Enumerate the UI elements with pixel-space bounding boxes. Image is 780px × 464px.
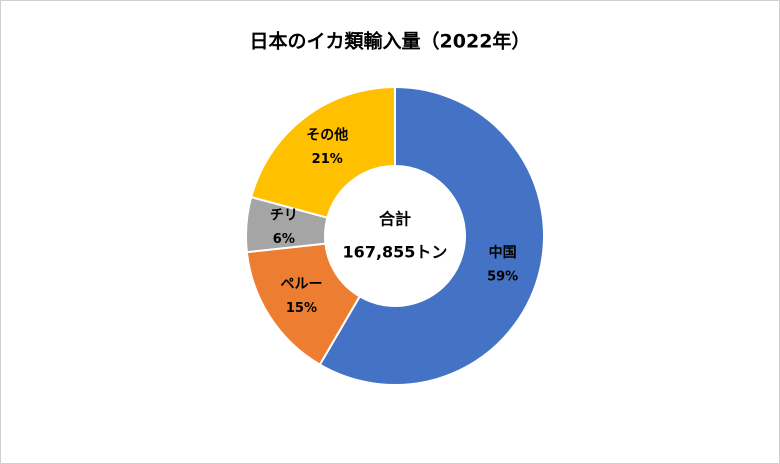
chart-title: 日本のイカ類輸入量（2022年） [250, 30, 531, 53]
slice-value-label: 15% [286, 301, 317, 316]
slice-value-label: 21% [312, 152, 343, 167]
donut-slice [249, 85, 396, 219]
slice-category-label: 中国 [489, 244, 517, 261]
slice-value-label: 59% [487, 270, 518, 285]
slice-category-label: チリ [270, 207, 298, 223]
slice-value-label: 6% [273, 232, 295, 247]
slice-category-label: ペルー [280, 277, 322, 293]
donut-slice [318, 85, 545, 386]
center-value: 167,855トン [343, 243, 448, 262]
center-label: 合計 [379, 210, 411, 229]
slice-category-label: その他 [306, 126, 348, 143]
